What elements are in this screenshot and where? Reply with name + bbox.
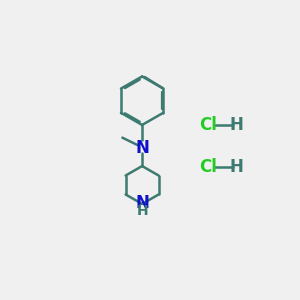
Text: N: N [135,139,149,157]
Text: H: H [230,158,243,175]
Text: H: H [230,116,243,134]
Text: Cl: Cl [200,116,217,134]
Text: Cl: Cl [200,158,217,175]
Text: H: H [136,204,148,218]
Text: N: N [135,194,149,212]
